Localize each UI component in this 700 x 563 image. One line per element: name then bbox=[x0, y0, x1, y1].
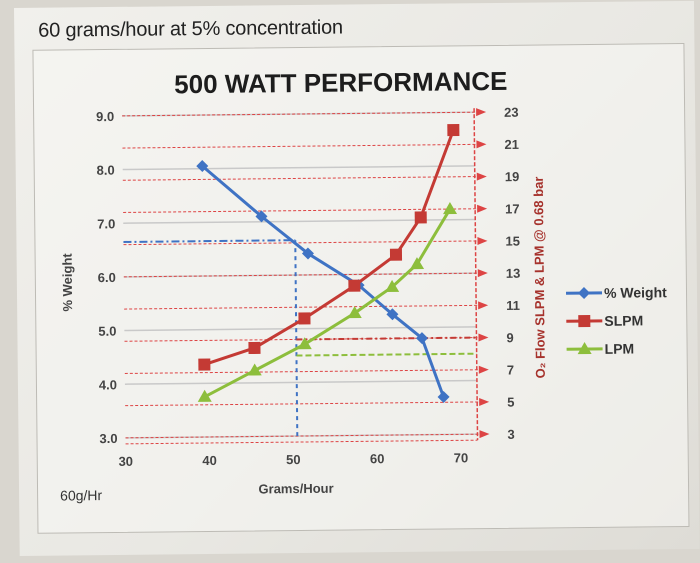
point-weight bbox=[196, 160, 209, 173]
x-axis-label: Grams/Hour bbox=[258, 481, 333, 497]
chart-title: 500 WATT PERFORMANCE bbox=[174, 66, 508, 99]
grid-line-left bbox=[124, 379, 477, 385]
header-note: 60 grams/hour at 5% concentration bbox=[38, 16, 344, 42]
reference-lpm-line bbox=[296, 352, 477, 357]
y-right-tick-label: 9 bbox=[506, 330, 513, 345]
point-weight bbox=[255, 210, 268, 223]
reference-slpm-line bbox=[296, 336, 477, 341]
grid-line-left bbox=[124, 326, 477, 332]
point-slpm bbox=[248, 341, 261, 355]
point-slpm bbox=[389, 248, 403, 261]
chart-frame: 3.0 4.0 5.0 6.0 7.0 8.0 9.0 3 5 7 9 11 13 15 17 19 21 23 3… bbox=[32, 42, 690, 534]
x-tick-label: 60 bbox=[370, 451, 385, 466]
y-left-tick-label: 7.0 bbox=[97, 216, 115, 231]
legend-label-slpm: SLPM bbox=[604, 312, 643, 328]
point-lpm bbox=[410, 257, 425, 270]
legend-label-weight: % Weight bbox=[604, 284, 667, 301]
y-right-tick-label: 3 bbox=[507, 427, 514, 442]
legend-marker-slpm bbox=[578, 314, 591, 328]
grid-arrowhead bbox=[477, 269, 488, 278]
grid-arrowhead bbox=[479, 430, 490, 439]
legend-label-lpm: LPM bbox=[605, 341, 635, 357]
point-lpm bbox=[385, 279, 400, 293]
reference-weight-line bbox=[123, 239, 296, 243]
grid-arrowhead bbox=[478, 365, 489, 374]
grid-arrowhead bbox=[478, 333, 489, 342]
y-left-tick-label: 8.0 bbox=[97, 163, 115, 178]
y-right-axis-label: O₂ Flow SLPM & LPM @ 0.68 bar bbox=[531, 176, 548, 378]
point-lpm bbox=[247, 363, 262, 376]
grid-arrowhead bbox=[477, 236, 488, 245]
y-left-tick-label: 6.0 bbox=[98, 270, 116, 285]
point-slpm bbox=[414, 211, 427, 224]
series-layer bbox=[196, 124, 460, 403]
y-right-tick-label: 19 bbox=[505, 169, 520, 184]
reference-vertical-line bbox=[294, 240, 299, 437]
point-weight bbox=[301, 247, 314, 260]
right-axis-line bbox=[473, 108, 479, 441]
legend-marker-lpm bbox=[577, 342, 592, 355]
point-slpm bbox=[348, 279, 361, 292]
performance-chart: 3.0 4.0 5.0 6.0 7.0 8.0 9.0 3 5 7 9 11 13 15 17 19 21 23 3… bbox=[60, 66, 668, 504]
corner-note: 60g/Hr bbox=[60, 487, 103, 503]
y-left-tick-label: 4.0 bbox=[99, 377, 117, 392]
x-tick-label: 70 bbox=[454, 450, 469, 465]
grid-arrowhead bbox=[477, 204, 488, 213]
y-left-axis-label: % Weight bbox=[60, 253, 76, 312]
tick-labels: 3.0 4.0 5.0 6.0 7.0 8.0 9.0 3 5 7 9 11 13 15 17 19 21 23 3… bbox=[96, 105, 521, 469]
point-lpm bbox=[443, 202, 458, 215]
y-left-tick-label: 3.0 bbox=[99, 431, 117, 446]
grid-arrowhead bbox=[478, 301, 489, 310]
legend: % Weight SLPM LPM bbox=[566, 284, 667, 357]
grid-arrowhead bbox=[476, 172, 487, 181]
point-lpm bbox=[347, 306, 362, 319]
y-right-tick-label: 23 bbox=[504, 105, 519, 120]
grid-arrow-right bbox=[124, 369, 483, 374]
y-right-tick-label: 15 bbox=[505, 234, 520, 249]
y-right-tick-label: 13 bbox=[506, 266, 521, 281]
point-weight bbox=[416, 332, 429, 345]
point-weight bbox=[386, 308, 399, 321]
reference-lines bbox=[123, 239, 477, 437]
point-slpm bbox=[198, 358, 211, 371]
document-sheet: 60 grams/hour at 5% concentration 3.0 4.0… bbox=[14, 0, 700, 556]
x-tick-label: 50 bbox=[286, 452, 301, 467]
grid-arrowhead bbox=[476, 108, 487, 117]
point-lpm bbox=[297, 337, 312, 350]
y-right-tick-label: 5 bbox=[507, 395, 514, 410]
point-weight bbox=[437, 390, 450, 403]
grid-arrow-right bbox=[122, 143, 481, 149]
y-right-tick-label: 21 bbox=[504, 137, 519, 152]
grid-line-left bbox=[122, 165, 475, 171]
legend-marker-weight bbox=[578, 287, 591, 300]
grid-arrow-right bbox=[123, 208, 482, 213]
y-left-tick-label: 9.0 bbox=[96, 109, 114, 124]
point-lpm bbox=[197, 389, 212, 402]
grid-arrow-right bbox=[124, 304, 483, 310]
y-left-tick-label: 5.0 bbox=[98, 324, 116, 339]
grid-layer bbox=[122, 108, 490, 445]
bottom-axis-line bbox=[125, 439, 478, 445]
x-tick-label: 30 bbox=[118, 454, 133, 469]
grid-arrow-right bbox=[125, 401, 484, 407]
grid-arrowhead bbox=[476, 140, 487, 149]
x-tick-label: 40 bbox=[202, 453, 217, 468]
y-right-tick-label: 7 bbox=[507, 362, 514, 377]
point-slpm bbox=[447, 124, 460, 137]
point-slpm bbox=[298, 312, 311, 325]
series-line-weight bbox=[201, 164, 445, 398]
grid-arrow-right bbox=[122, 176, 481, 181]
y-right-tick-label: 17 bbox=[505, 201, 520, 216]
y-right-tick-label: 11 bbox=[506, 298, 520, 313]
grid-arrowhead bbox=[479, 397, 490, 406]
